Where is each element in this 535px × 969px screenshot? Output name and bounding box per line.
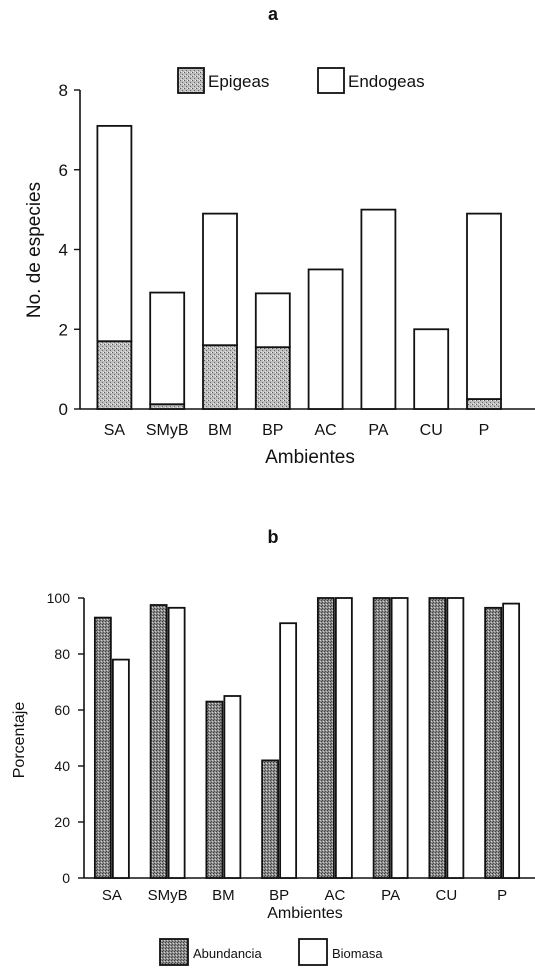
x-tick-label-a: CU [420, 422, 443, 439]
bar-abundancia-bp [261, 759, 280, 879]
x-axis-title-b: Ambientes [267, 905, 343, 922]
x-tick-label-b: BP [269, 887, 289, 904]
bar-epigeas-bp [254, 346, 291, 410]
bar-abundancia-sa [93, 616, 112, 879]
x-tick-label-a: BM [208, 422, 232, 439]
legend-b: Abundancia Biomasa [159, 938, 383, 966]
bars-b [93, 597, 521, 879]
bar-abundancia-cu [428, 597, 447, 879]
x-tick-label-b: PA [381, 887, 400, 904]
bar-epigeas-bm [202, 344, 238, 410]
bar-biomasa-smyb [167, 606, 186, 879]
y-tick-label-a: 4 [59, 241, 68, 260]
chart-panel-a: a Epigeas Endogeas 0 2 4 6 8 SA SMyB BM BP AC PA CU P… [24, 4, 535, 468]
y-tick-label-b: 20 [54, 814, 70, 830]
legend-swatch-endogeas [317, 67, 345, 94]
tick-labels-a: 0 2 4 6 8 SA SMyB BM BP AC PA CU P [59, 81, 490, 439]
bar-biomasa-pa [390, 597, 409, 879]
bar-endogeas-p [466, 212, 502, 400]
x-tick-label-a: P [479, 422, 490, 439]
bar-abundancia-bm [205, 700, 224, 879]
legend-swatch-biomasa [298, 938, 328, 966]
axes-b [78, 597, 535, 879]
bar-epigeas-p [466, 398, 502, 410]
x-tick-label-b: BM [212, 887, 235, 904]
bar-biomasa-p [502, 602, 521, 879]
bar-abundancia-pa [372, 597, 391, 879]
bar-abundancia-p [484, 606, 503, 879]
panel-letter-a: a [268, 4, 279, 24]
bar-abundancia-smyb [149, 604, 168, 879]
bar-biomasa-bm [223, 695, 242, 879]
x-tick-label-a: SA [104, 422, 126, 439]
x-tick-label-b: P [497, 887, 507, 904]
legend-label-epigeas: Epigeas [208, 72, 269, 91]
bar-endogeas-pa [360, 208, 397, 410]
x-tick-label-a: AC [314, 422, 336, 439]
x-tick-label-a: SMyB [146, 422, 189, 439]
bars-a [96, 124, 502, 410]
legend-a: Epigeas Endogeas [177, 67, 425, 94]
x-tick-label-b: CU [436, 887, 458, 904]
y-axis-title-b: Porcentaje [11, 702, 28, 779]
bar-endogeas-smyb [149, 291, 186, 406]
x-tick-label-b: SMyB [148, 887, 188, 904]
y-tick-label-b: 100 [47, 590, 71, 606]
legend-swatch-abundancia [159, 938, 189, 966]
legend-label-abundancia: Abundancia [193, 946, 262, 961]
x-tick-label-a: BP [262, 422, 283, 439]
bar-epigeas-sa [96, 340, 133, 410]
x-tick-label-b: SA [102, 887, 122, 904]
panel-letter-b: b [268, 527, 279, 547]
bar-endogeas-bp [254, 292, 291, 349]
bar-biomasa-sa [111, 658, 130, 879]
bar-biomasa-cu [446, 597, 465, 879]
bar-endogeas-ac [307, 268, 344, 410]
y-tick-label-a: 2 [59, 320, 68, 339]
bar-abundancia-ac [316, 597, 335, 879]
y-tick-label-b: 80 [54, 646, 70, 662]
bar-endogeas-sa [96, 124, 133, 343]
y-axis-title-a: No. de especies [24, 182, 45, 318]
chart-panel-b: b 0 20 40 60 80 100 SA SMyB BM BP AC PA CU P Ambiente… [11, 527, 535, 966]
y-tick-label-a: 0 [59, 400, 68, 419]
axes-a [74, 89, 535, 410]
bar-biomasa-ac [334, 597, 353, 879]
y-tick-label-b: 40 [54, 758, 70, 774]
legend-swatch-epigeas [177, 67, 205, 94]
tick-labels-b: 0 20 40 60 80 100 SA SMyB BM BP AC PA CU P [47, 590, 507, 904]
bar-endogeas-cu [413, 328, 450, 410]
x-axis-title-a: Ambientes [265, 447, 355, 468]
bar-biomasa-bp [279, 622, 298, 879]
legend-label-biomasa: Biomasa [332, 946, 383, 961]
y-tick-label-b: 0 [62, 870, 70, 886]
legend-label-endogeas: Endogeas [348, 72, 425, 91]
x-tick-label-a: PA [368, 422, 388, 439]
y-tick-label-a: 6 [59, 161, 68, 180]
x-tick-label-b: AC [324, 887, 345, 904]
y-tick-label-a: 8 [59, 81, 68, 100]
bar-endogeas-bm [202, 212, 238, 347]
y-tick-label-b: 60 [54, 702, 70, 718]
